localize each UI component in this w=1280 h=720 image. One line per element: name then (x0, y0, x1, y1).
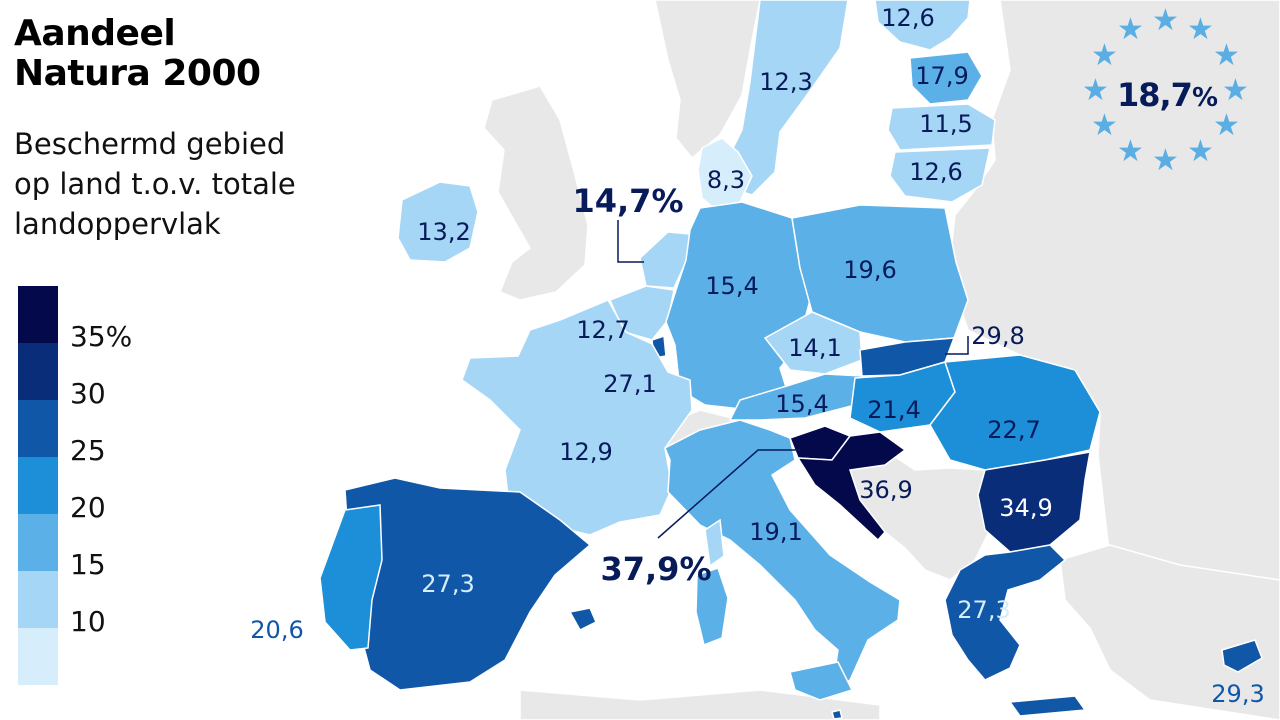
eu-star-icon: ★ (1152, 3, 1179, 38)
greece-value-label: 27,3 (957, 596, 1010, 624)
eu-star-icon: ★ (1152, 143, 1179, 178)
eu-star-icon: ★ (1187, 134, 1214, 169)
luxembourg-value-label: 27,1 (603, 370, 656, 398)
sicily-shape (789, 661, 854, 701)
ireland-value-label: 13,2 (417, 218, 470, 246)
poland-value-label: 19,6 (843, 256, 896, 284)
italy-mainland-shape (664, 419, 901, 692)
portugal-value-label: 20,6 (250, 616, 303, 644)
finland-shape (874, 0, 971, 51)
legend-swatch (18, 286, 58, 343)
legend-swatch (18, 343, 58, 400)
cyprus-shape (1221, 639, 1263, 673)
cyprus-value-label: 29,3 (1211, 680, 1264, 708)
page-title: Aandeel Natura 2000 (14, 14, 261, 94)
subtitle-line-1: Beschermd gebied (14, 127, 286, 161)
legend-swatch (18, 457, 58, 514)
great-britain (483, 85, 589, 301)
spain-value-label: 27,3 (421, 570, 474, 598)
bulgaria-shape (977, 451, 1091, 553)
hungary-value-label: 21,4 (867, 396, 920, 424)
eu-star-icon: ★ (1091, 38, 1118, 73)
malta-shape (831, 709, 843, 720)
denmark-value-label: 8,3 (707, 166, 745, 194)
eu-star-icon: ★ (1213, 108, 1240, 143)
portugal-shape (319, 504, 383, 651)
subtitle-line-2: op land t.o.v. totale (14, 167, 296, 201)
eu-member-states (319, 0, 1263, 720)
subtitle-line-3: landoppervlak (14, 207, 221, 241)
legend-swatch (18, 571, 58, 628)
eu-star-icon: ★ (1213, 38, 1240, 73)
color-legend: 35% 30 25 20 15 10 (18, 286, 178, 686)
latvia-shape (887, 103, 996, 151)
legend-swatch (18, 400, 58, 457)
title-line-1: Aandeel (14, 13, 176, 54)
eu-average-number: 18,7 (1116, 76, 1193, 114)
eu-star-icon: ★ (1117, 134, 1144, 169)
slovenia-value-label: 37,9% (600, 550, 711, 588)
value-labels: 12,6 12,3 17,9 11,5 12,6 8,3 13,2 14,7% … (250, 4, 1264, 708)
sardinia-shape (695, 567, 729, 647)
croatia-shape (796, 431, 907, 542)
ireland-shape (397, 181, 479, 263)
croatia-value-label: 36,9 (859, 476, 912, 504)
romania-value-label: 22,7 (987, 416, 1040, 444)
netherlands-value-label: 14,7% (572, 182, 683, 220)
legend-tick-label: 10 (70, 605, 106, 638)
france-value-label: 12,9 (559, 438, 612, 466)
sweden-shape (727, 0, 849, 196)
estonia-shape (909, 51, 983, 105)
eu-star-icon: ★ (1091, 108, 1118, 143)
eu-star-icon: ★ (1187, 12, 1214, 47)
bulgaria-value-label: 34,9 (999, 494, 1052, 522)
lithuania-value-label: 12,6 (909, 158, 962, 186)
legend-tick-label: 30 (70, 377, 106, 410)
belgium-value-label: 12,7 (576, 316, 629, 344)
legend-tick-label: 15 (70, 548, 106, 581)
legend-tick-label: 25 (70, 434, 106, 467)
lithuania-shape (889, 147, 991, 203)
slovenia-leader-line (657, 449, 800, 539)
finland-value-label: 12,6 (881, 4, 934, 32)
germany-value-label: 15,4 (705, 272, 758, 300)
italy-value-label: 19,1 (749, 518, 802, 546)
leader-lines (617, 220, 969, 539)
title-line-2: Natura 2000 (14, 53, 261, 94)
latvia-value-label: 11,5 (919, 110, 972, 138)
eu-average-value: 18,7% (1082, 76, 1252, 114)
corsica-shape (704, 518, 725, 568)
netherlands-leader-line (617, 220, 644, 263)
romania-shape (929, 354, 1101, 471)
legend-tick-label: 20 (70, 491, 106, 524)
north-africa (519, 689, 881, 720)
eu-star-icon: ★ (1082, 73, 1109, 108)
eu-star-icon: ★ (1222, 73, 1249, 108)
eu-star-icon: ★ (1117, 12, 1144, 47)
estonia-value-label: 17,9 (915, 62, 968, 90)
france-shape (461, 299, 693, 536)
balearics-shape (568, 607, 597, 631)
sweden-value-label: 12,3 (759, 68, 812, 96)
czechia-value-label: 14,1 (788, 334, 841, 362)
turkey (1059, 544, 1280, 720)
eu-average-badge: ★ ★ ★ ★ ★ ★ ★ ★ ★ ★ ★ ★ 18,7% (1082, 6, 1252, 176)
slovakia-leader-line (945, 336, 969, 355)
legend-tick-label: 35% (70, 320, 133, 353)
crete-shape (1008, 695, 1087, 717)
greece-shape (944, 544, 1067, 681)
page-subtitle: Beschermd gebied op land t.o.v. totale l… (14, 124, 296, 244)
slovakia-value-label: 29,8 (971, 322, 1024, 350)
eu-average-unit: % (1191, 83, 1218, 113)
austria-value-label: 15,4 (775, 390, 828, 418)
legend-swatch (18, 628, 58, 685)
legend-swatch (18, 514, 58, 571)
